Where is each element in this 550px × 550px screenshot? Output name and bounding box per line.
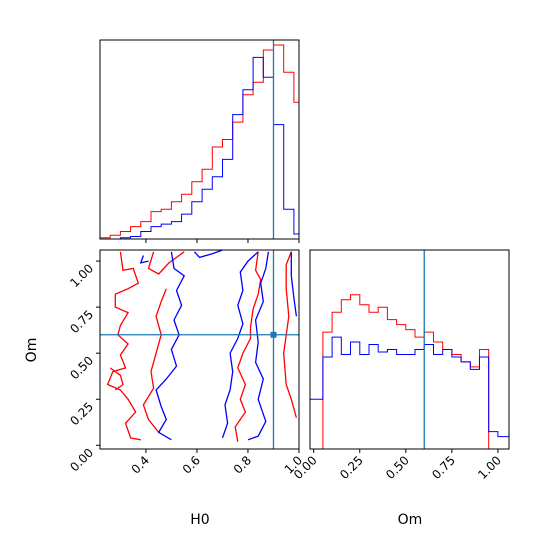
- om-histogram-panel: 0.00 0.25 0.50 0.75 1.00: [291, 249, 510, 482]
- om-hist-red-series: [310, 294, 509, 449]
- om-hist-frame: [309, 249, 510, 450]
- h0-hist-red-series: [100, 44, 299, 239]
- joint-truth-marker: [270, 331, 277, 338]
- x-axis-label-h0: H0: [190, 512, 209, 528]
- h0-hist-frame: [99, 39, 300, 240]
- joint-contour-blue: [247, 251, 270, 441]
- h0-histogram-panel: [99, 39, 300, 243]
- joint-contour-blue: [155, 251, 186, 441]
- joint-frame: [99, 249, 300, 450]
- joint-contour-blue: [290, 251, 298, 317]
- x-axis-label-om: Om: [398, 512, 423, 528]
- joint-contour-panel: 0.4 0.6 0.8 1.00.000.250.500.751.00: [67, 249, 305, 477]
- joint-contour-red: [234, 251, 262, 442]
- joint-contour-red: [142, 288, 167, 433]
- joint-contour-blue: [193, 250, 223, 259]
- joint-y-tick-label: 0.00: [67, 446, 96, 475]
- joint-contour-red: [106, 251, 141, 441]
- joint-contour-blue: [139, 255, 149, 264]
- om-x-tick-label: 0.25: [337, 453, 366, 482]
- joint-contour-red: [147, 251, 185, 275]
- joint-y-tick-label: 1.00: [67, 261, 96, 290]
- joint-x-tick-label: 0.8: [231, 453, 254, 476]
- h0-hist-blue-series: [100, 56, 299, 239]
- joint-x-tick-label: 0.4: [129, 453, 152, 476]
- joint-y-tick-label: 0.50: [67, 353, 96, 382]
- joint-y-tick-label: 0.25: [67, 399, 96, 428]
- om-x-tick-label: 0.50: [383, 453, 412, 482]
- joint-x-tick-label: 0.6: [180, 453, 203, 476]
- om-x-tick-label: 0.75: [429, 453, 458, 482]
- om-hist-blue-series: [310, 336, 509, 449]
- y-axis-label-om: Om: [24, 338, 40, 363]
- joint-contour-blue: [221, 251, 259, 439]
- joint-contour-red: [109, 367, 124, 391]
- joint-y-tick-label: 0.75: [67, 307, 96, 336]
- om-x-tick-label: 1.00: [475, 453, 504, 482]
